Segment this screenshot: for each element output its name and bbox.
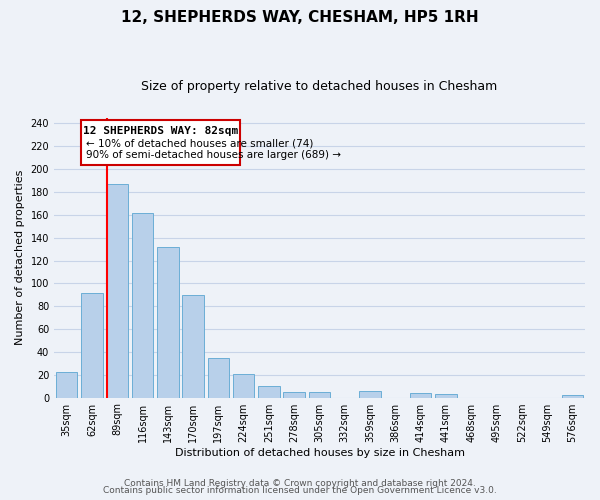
Bar [309, 392, 330, 398]
Bar [410, 393, 431, 398]
Bar [56, 372, 77, 398]
Text: 12, SHEPHERDS WAY, CHESHAM, HP5 1RH: 12, SHEPHERDS WAY, CHESHAM, HP5 1RH [121, 10, 479, 25]
Bar [258, 386, 280, 398]
Text: Contains public sector information licensed under the Open Government Licence v3: Contains public sector information licen… [103, 486, 497, 495]
Bar [132, 212, 153, 398]
Text: 12 SHEPHERDS WAY: 82sqm: 12 SHEPHERDS WAY: 82sqm [83, 126, 238, 136]
Bar [157, 247, 179, 398]
Bar [107, 184, 128, 398]
Bar [562, 396, 583, 398]
Bar [283, 392, 305, 398]
Bar [435, 394, 457, 398]
Bar [81, 292, 103, 398]
Text: ← 10% of detached houses are smaller (74): ← 10% of detached houses are smaller (74… [86, 138, 313, 148]
Bar [182, 295, 204, 398]
Bar [208, 358, 229, 398]
Y-axis label: Number of detached properties: Number of detached properties [15, 170, 25, 346]
Text: Contains HM Land Registry data © Crown copyright and database right 2024.: Contains HM Land Registry data © Crown c… [124, 478, 476, 488]
Text: 90% of semi-detached houses are larger (689) →: 90% of semi-detached houses are larger (… [86, 150, 341, 160]
Bar [233, 374, 254, 398]
Bar [359, 390, 381, 398]
Title: Size of property relative to detached houses in Chesham: Size of property relative to detached ho… [142, 80, 497, 93]
FancyBboxPatch shape [80, 120, 240, 164]
X-axis label: Distribution of detached houses by size in Chesham: Distribution of detached houses by size … [175, 448, 464, 458]
